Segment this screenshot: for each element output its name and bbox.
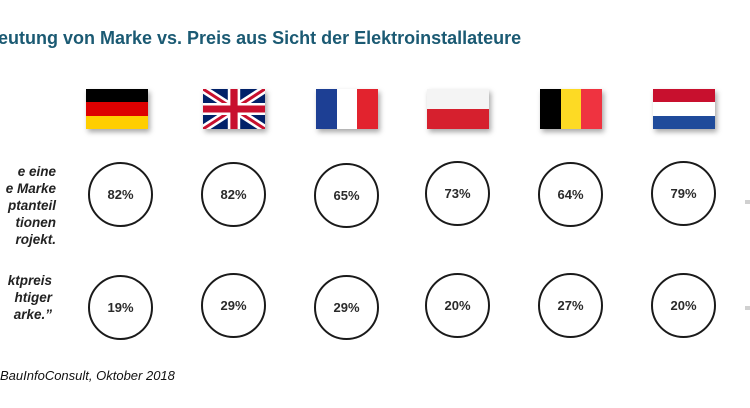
uk-flag-icon <box>203 89 265 129</box>
value-circle: 82% <box>88 162 153 227</box>
row-label-line: ktpreis <box>7 273 52 288</box>
value-circle: 20% <box>425 273 490 338</box>
value-circle: 19% <box>88 275 153 340</box>
row-label-line: htiger <box>14 290 52 305</box>
germany-flag-icon <box>86 89 148 129</box>
row-label-line: e Marke <box>5 181 56 196</box>
row-label-line: tionen <box>15 215 57 230</box>
row-label-line: e eine <box>17 164 56 179</box>
value-circle: 73% <box>425 161 490 226</box>
netherlands-flag-icon <box>653 89 715 129</box>
row-label-line: rojekt. <box>15 232 56 247</box>
belgium-flag-icon <box>540 89 603 129</box>
edge-mark <box>745 200 750 204</box>
edge-mark <box>745 306 750 310</box>
row-label-line: arke.” <box>13 307 52 322</box>
value-circle: 65% <box>314 163 379 228</box>
value-circle: 27% <box>538 273 603 338</box>
row-label-line: ptanteil <box>7 198 56 213</box>
france-flag-icon <box>316 89 379 129</box>
poland-flag-icon <box>427 89 489 129</box>
value-circle: 64% <box>538 162 603 227</box>
row-label-price: ktpreis htiger arke.” <box>0 272 52 323</box>
chart-title: eutung von Marke vs. Preis aus Sicht der… <box>0 28 522 48</box>
value-circle: 20% <box>651 273 716 338</box>
value-circle: 29% <box>314 275 379 340</box>
source-note: BauInfoConsult, Oktober 2018 <box>0 368 175 383</box>
value-circle: 79% <box>651 161 716 226</box>
row-label-brand: e eine e Marke ptanteil tionen rojekt. <box>0 163 56 248</box>
value-circle: 82% <box>201 162 266 227</box>
value-circle: 29% <box>201 273 266 338</box>
